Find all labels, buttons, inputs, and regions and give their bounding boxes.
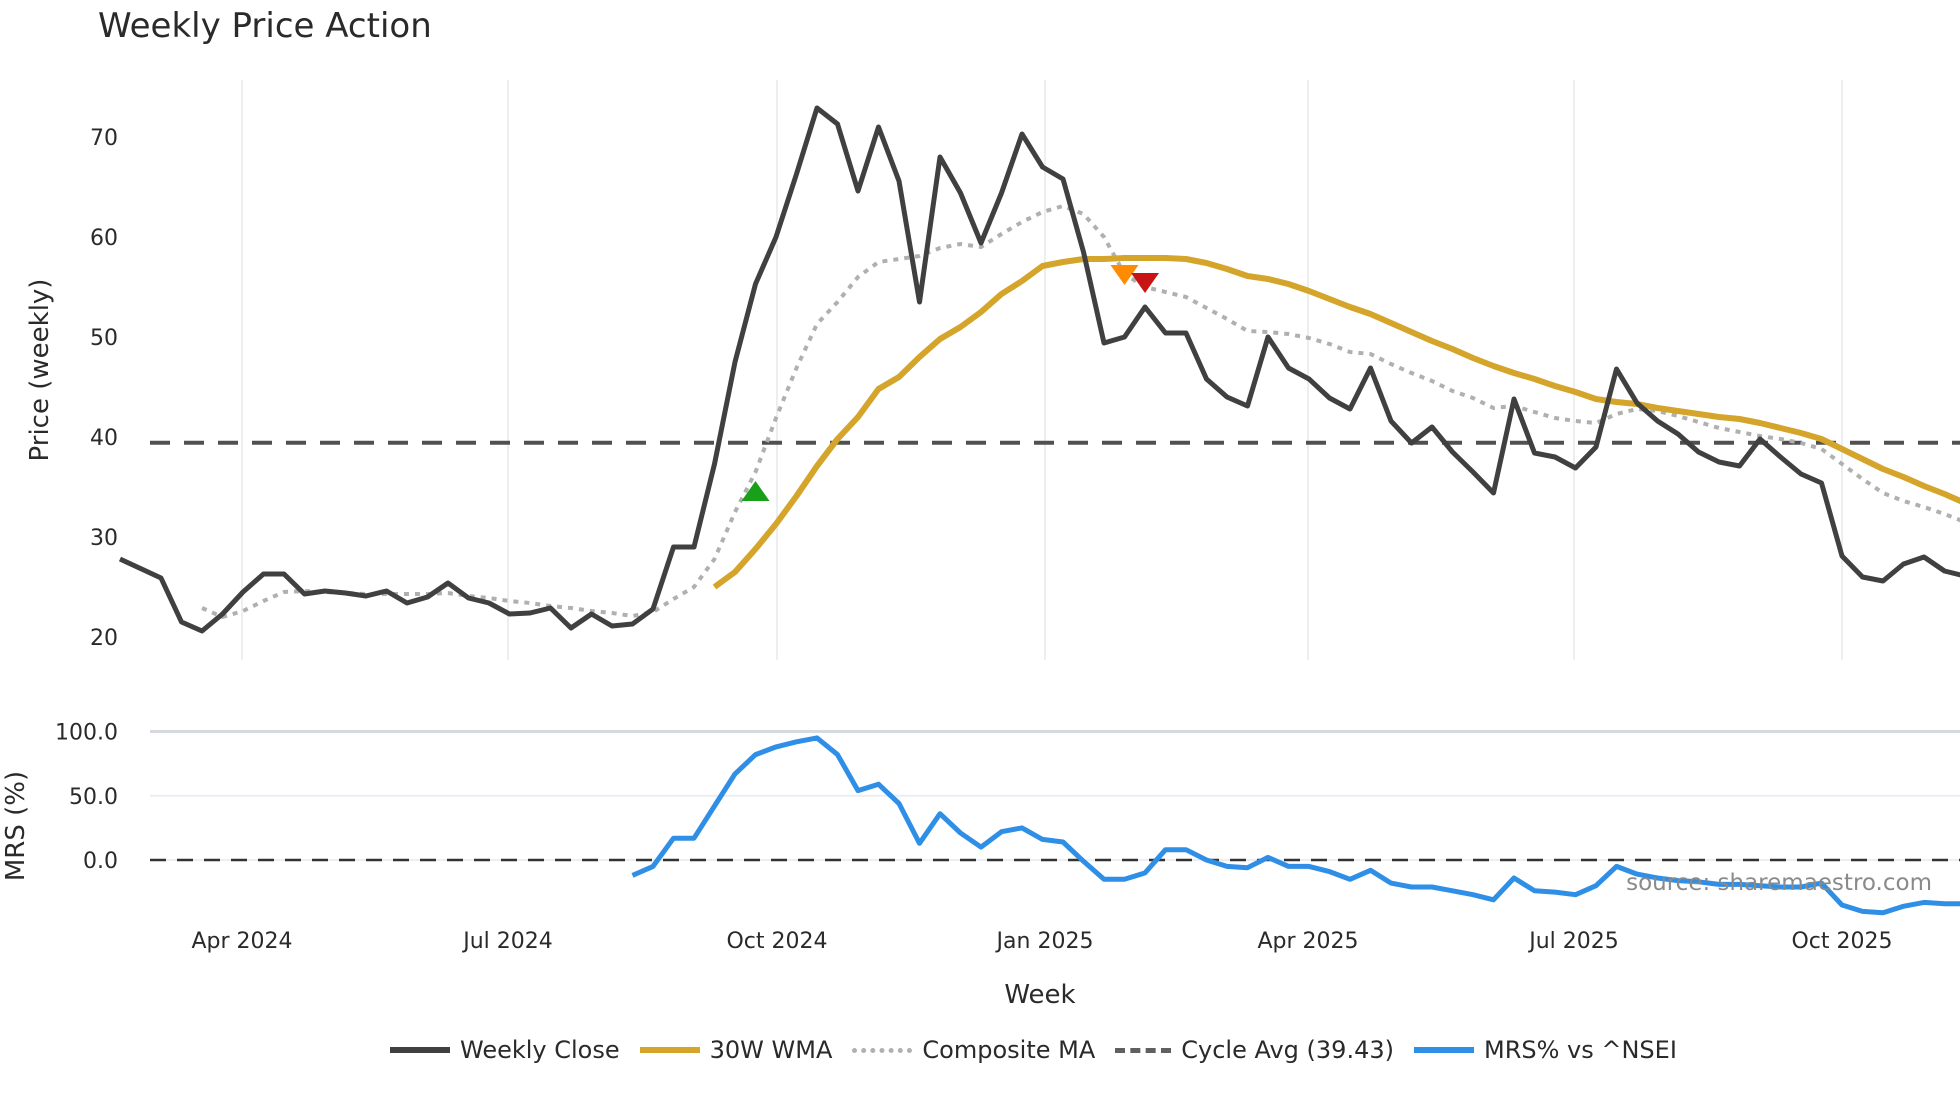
signal-markers	[741, 265, 1159, 501]
legend-label: Weekly Close	[460, 1036, 620, 1064]
line-swatch-icon	[1413, 1047, 1474, 1053]
mrs-tick-label: 50.0	[69, 785, 118, 810]
mrs-tick-label: 0.0	[83, 849, 118, 874]
axis-ticks: Apr 2024 Jul 2024 Oct 2024 Jan 2025 Apr 2025…	[55, 126, 1893, 954]
price-axis-title: Price (weekly)	[25, 279, 55, 462]
x-tick-label: Oct 2024	[726, 929, 827, 954]
legend: Weekly Close 30W WMA Composite MA Cycle …	[390, 1036, 1697, 1064]
x-tick-label: Jul 2024	[461, 929, 553, 954]
dotted-swatch-icon	[852, 1047, 913, 1053]
weekly-close-line	[118, 105, 1960, 634]
x-axis-title: Week	[1004, 980, 1075, 1010]
price-tick-label: 30	[90, 526, 118, 551]
price-tick-label: 40	[90, 426, 118, 451]
price-tick-label: 20	[90, 626, 118, 651]
legend-item-cycle-avg[interactable]: Cycle Avg (39.43)	[1115, 1036, 1394, 1064]
legend-item-weekly-close[interactable]: Weekly Close	[390, 1036, 620, 1064]
dashed-swatch-icon	[1115, 1047, 1172, 1053]
buy-signal-triangle-icon	[741, 481, 770, 501]
x-tick-label: Apr 2025	[1257, 929, 1358, 954]
price-tick-label: 70	[90, 126, 118, 151]
mrs-tick-label: 100.0	[55, 721, 118, 746]
legend-item-composite-ma[interactable]: Composite MA	[852, 1036, 1095, 1064]
legend-label: Cycle Avg (39.43)	[1181, 1036, 1394, 1064]
sell-signal-triangle-icon	[1131, 273, 1159, 293]
legend-item-mrs[interactable]: MRS% vs ^NSEI	[1413, 1036, 1677, 1064]
chart-title: Weekly Price Action	[98, 6, 432, 46]
mrs-axis-title: MRS (%)	[1, 771, 31, 881]
legend-label: Composite MA	[922, 1036, 1096, 1064]
price-tick-label: 60	[90, 226, 118, 251]
legend-label: 30W WMA	[709, 1036, 833, 1064]
x-tick-label: Jan 2025	[995, 929, 1094, 954]
x-tick-label: Oct 2025	[1791, 929, 1892, 954]
price-tick-label: 50	[90, 326, 118, 351]
x-tick-label: Jul 2025	[1527, 929, 1619, 954]
line-swatch-icon	[390, 1047, 450, 1053]
source-label: source: sharemaestro.com	[1626, 870, 1932, 896]
x-tick-label: Apr 2024	[191, 929, 292, 954]
mrs-line	[631, 735, 1960, 916]
grid-lines	[150, 80, 1960, 861]
legend-label: MRS% vs ^NSEI	[1483, 1036, 1677, 1064]
warn-signal-triangle-icon	[1110, 265, 1139, 285]
wma-line	[712, 255, 1960, 590]
composite-ma-line	[201, 204, 1960, 619]
legend-item-30w-wma[interactable]: 30W WMA	[639, 1036, 833, 1064]
series-lines	[118, 105, 1960, 916]
line-swatch-icon	[639, 1047, 700, 1053]
